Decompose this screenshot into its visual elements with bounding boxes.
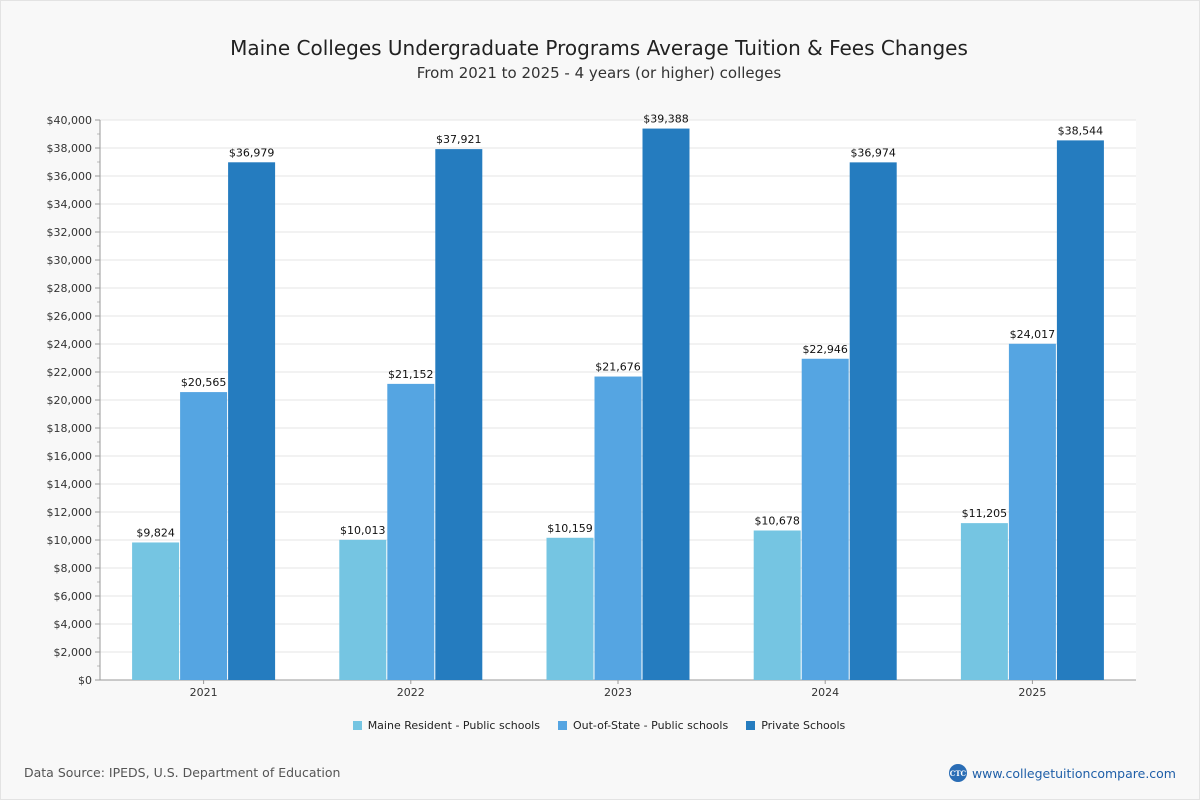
y-tick-label: $32,000 — [47, 226, 93, 239]
legend-swatch — [746, 721, 756, 730]
bar — [228, 162, 276, 680]
data-label: $39,388 — [643, 113, 689, 126]
y-tick-label: $40,000 — [47, 114, 93, 127]
y-tick-label: $20,000 — [47, 394, 93, 407]
bar — [642, 128, 690, 680]
data-label: $36,979 — [229, 146, 275, 159]
legend-label: Maine Resident - Public schools — [367, 719, 540, 732]
legend-label: Private Schools — [761, 719, 846, 732]
y-tick-label: $28,000 — [47, 282, 93, 295]
y-tick-label: $38,000 — [47, 142, 93, 155]
data-source-text: Data Source: IPEDS, U.S. Department of E… — [24, 765, 341, 780]
bar — [180, 392, 228, 680]
brand-logo-icon: CTC — [948, 764, 967, 782]
y-tick-label: $8,000 — [54, 562, 93, 575]
y-tick-label: $16,000 — [47, 450, 93, 463]
y-tick-label: $24,000 — [47, 338, 93, 351]
data-label: $20,565 — [181, 376, 227, 389]
bar — [849, 162, 897, 680]
y-tick-label: $4,000 — [54, 618, 93, 631]
y-tick-label: $6,000 — [54, 590, 93, 603]
x-tick-label: 2023 — [604, 686, 632, 699]
data-label: $9,824 — [136, 526, 175, 539]
brand-url: www.collegetuitioncompare.com — [971, 765, 1176, 781]
y-tick-label: $10,000 — [47, 534, 93, 547]
y-tick-label: $30,000 — [47, 254, 93, 267]
chart-legend: Maine Resident - Public schools Out-of-St… — [0, 719, 1198, 732]
y-tick-label: $26,000 — [47, 310, 93, 323]
bar — [960, 523, 1008, 680]
data-label: $38,544 — [1058, 124, 1104, 137]
y-tick-label: $0 — [78, 674, 92, 687]
y-tick-label: $2,000 — [54, 646, 93, 659]
data-label: $21,152 — [388, 368, 434, 381]
chart-subtitle: From 2021 to 2025 - 4 years (or higher) … — [416, 64, 782, 82]
bar — [387, 383, 435, 680]
legend-item[interactable]: Private Schools — [746, 719, 845, 732]
y-tick-label: $34,000 — [47, 198, 93, 211]
legend-swatch — [352, 721, 362, 730]
chart-title: Maine Colleges Undergraduate Programs Av… — [230, 36, 968, 60]
data-label: $22,946 — [802, 343, 848, 356]
legend-label: Out-of-State - Public schools — [572, 719, 729, 732]
x-tick-label: 2022 — [397, 686, 425, 699]
bar — [339, 539, 387, 680]
data-label: $36,974 — [850, 146, 896, 159]
data-label: $37,921 — [436, 133, 482, 146]
data-label: $10,159 — [547, 522, 593, 535]
bar — [801, 358, 849, 680]
y-tick-label: $12,000 — [47, 506, 93, 519]
bar — [594, 376, 642, 680]
y-tick-label: $14,000 — [47, 478, 93, 491]
x-tick-label: 2025 — [1018, 686, 1046, 699]
data-label: $24,017 — [1010, 328, 1056, 341]
data-label: $10,013 — [340, 524, 386, 537]
x-tick-label: 2024 — [811, 686, 839, 699]
y-tick-label: $18,000 — [47, 422, 93, 435]
bar — [1056, 140, 1104, 680]
bar — [546, 537, 594, 680]
data-label: $21,676 — [595, 361, 641, 374]
data-label: $10,678 — [754, 515, 800, 528]
bar — [1008, 343, 1056, 680]
x-tick-label: 2021 — [190, 686, 218, 699]
legend-item[interactable]: Maine Resident - Public schools — [352, 719, 540, 732]
data-label: $11,205 — [962, 507, 1008, 520]
legend-item[interactable]: Out-of-State - Public schools — [557, 719, 729, 732]
bar — [132, 542, 180, 680]
bar — [435, 149, 483, 680]
y-tick-label: $36,000 — [47, 170, 93, 183]
brand-link[interactable]: CTC www.collegetuitioncompare.com — [948, 764, 1176, 782]
y-tick-label: $22,000 — [47, 366, 93, 379]
bar — [753, 530, 801, 680]
legend-swatch — [557, 721, 567, 730]
